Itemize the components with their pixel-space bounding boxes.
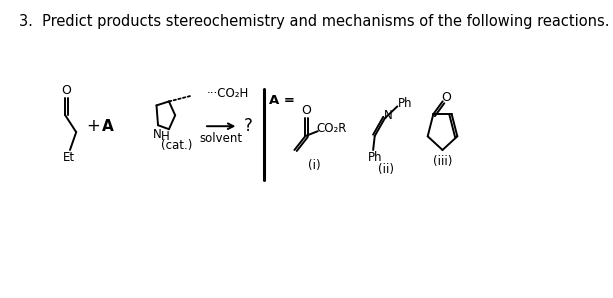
Text: O: O [301,104,311,117]
Text: solvent: solvent [200,132,243,145]
Text: Ph: Ph [398,97,413,110]
Text: A: A [102,119,113,134]
Text: 3.  Predict products stereochemistry and mechanisms of the following reactions.: 3. Predict products stereochemistry and … [18,14,609,29]
Text: CO₂R: CO₂R [317,122,347,135]
Text: H: H [161,130,169,143]
Text: +: + [86,117,101,135]
Text: (iii): (iii) [433,155,452,168]
Text: O: O [441,91,452,104]
Text: (cat.): (cat.) [161,139,192,152]
Text: O: O [61,84,71,97]
Text: N: N [384,109,392,122]
Text: ?: ? [244,117,253,135]
Text: ···CO₂H: ···CO₂H [207,87,249,100]
Text: (ii): (ii) [378,163,394,176]
Text: Et: Et [63,151,75,164]
Text: Ph: Ph [367,151,382,164]
Text: (i): (i) [308,159,320,172]
Text: N: N [153,128,162,141]
Text: A =: A = [270,94,295,107]
